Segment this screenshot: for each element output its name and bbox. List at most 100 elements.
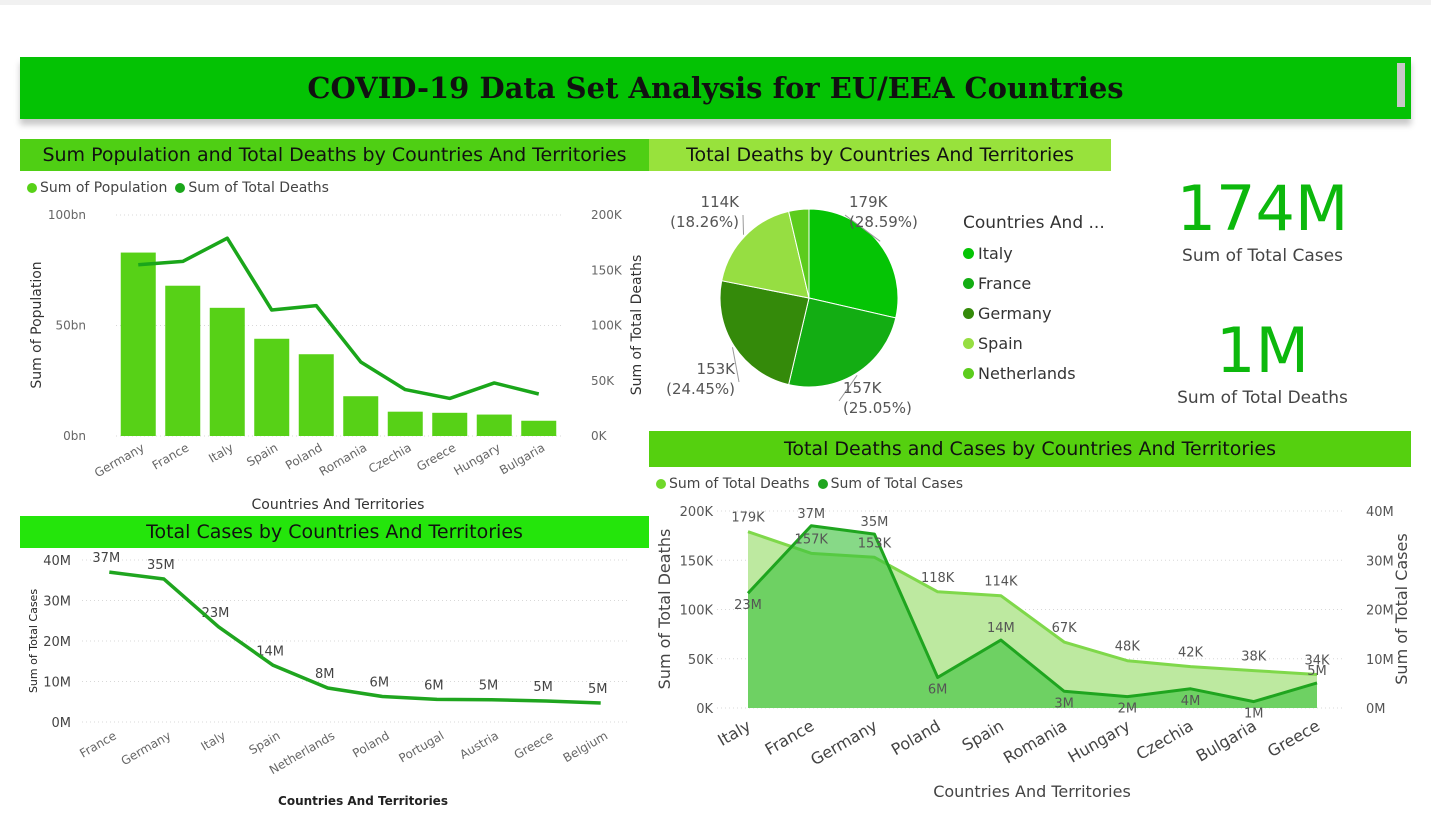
y-axis-title: Sum of Population [29, 261, 45, 388]
pie-legend-title: Countries And ... [963, 213, 1105, 233]
legend-label: Spain [978, 333, 1023, 353]
deaths-data-label: 48K [1115, 640, 1141, 655]
kpi-total-deaths-value: 1M [1216, 314, 1309, 387]
pie-slice [808, 208, 899, 319]
y-axis-title: Sum of Total Cases [27, 589, 40, 693]
x-tick-label: Romania [1000, 716, 1070, 767]
legend-dot [175, 183, 186, 193]
legend-label: Sum of Total Deaths [188, 180, 329, 196]
y-axis-title: Sum of Total Deaths [655, 529, 674, 690]
cases-data-label: 23M [734, 598, 762, 613]
pie-slice [788, 297, 897, 388]
x-tick-label: Germany [92, 440, 147, 480]
kpi-total-cases: 174M Sum of Total Cases [1150, 172, 1375, 267]
legend-deaths-cases: Sum of Total Deaths Sum of Total Cases [656, 476, 963, 492]
cases-data-label: 14M [987, 621, 1015, 636]
deaths-data-label: 153K [858, 536, 892, 551]
cases-data-label: 3M [1054, 696, 1074, 711]
population-deaths-chart[interactable]: 0bn 50bn 100bn 0K 50K 100K 150K 200K Germany Fran… [20, 200, 649, 518]
legend-dot [963, 307, 974, 319]
x-tick-label: Bulgaria [1193, 716, 1260, 766]
pie-value-label: 114K [701, 193, 741, 211]
population-bar [120, 252, 156, 436]
x-axis-title: Countries And Territories [278, 794, 448, 808]
cases-data-label: 35M [861, 515, 889, 530]
x-tick-label: France [77, 728, 119, 760]
x-tick-label: Czechia [1133, 716, 1197, 764]
cases-data-label: 4M [1181, 694, 1201, 709]
x-tick-label: Spain [244, 440, 280, 469]
y-tick-label: 150K [680, 554, 714, 569]
pie-value-label: 153K [697, 360, 737, 378]
legend-label: Sum of Total Cases [830, 476, 964, 492]
legend-item-total-deaths[interactable]: Sum of Total Deaths [656, 476, 810, 492]
deaths-data-label: 118K [921, 571, 955, 586]
pie-value-label: 179K [849, 193, 889, 211]
legend-label: Germany [978, 303, 1052, 323]
legend-dot [963, 337, 974, 349]
cases-line [109, 570, 601, 705]
legend-dot [817, 479, 828, 489]
y2-tick-label: 0M [1366, 702, 1386, 717]
chart-title-deaths-cases: Total Deaths and Cases by Countries And … [649, 431, 1411, 467]
data-label: 14M [256, 644, 284, 659]
x-tick-label: Hungary [451, 440, 502, 478]
chart-title-deaths-pie: Total Deaths by Countries And Territorie… [649, 139, 1111, 171]
pie-legend-item-germany[interactable]: Germany [963, 298, 1105, 328]
x-tick-label: Greece [512, 728, 556, 761]
y-tick-label: 40M [43, 554, 71, 569]
legend-label: Sum of Total Deaths [669, 476, 810, 492]
x-tick-label: Portugal [396, 728, 446, 765]
y-tick-label: 200K [680, 505, 714, 520]
population-bar [343, 396, 379, 436]
pie-slice [788, 208, 810, 299]
legend-label: Netherlands [978, 363, 1076, 383]
legend-item-total-cases[interactable]: Sum of Total Cases [817, 476, 964, 492]
kpi-total-cases-value: 174M [1176, 172, 1349, 245]
pie-leader-line [731, 347, 740, 383]
cases-data-label: 6M [928, 682, 948, 697]
pie-legend-item-spain[interactable]: Spain [963, 328, 1105, 358]
deaths-cases-chart[interactable]: 0K 50K 100K 150K 200K 0M 10M 20M 30M 40M 179K 23M It… [649, 496, 1431, 813]
deaths-pie-chart[interactable]: 179K (28.59%) 157K (25.05%) 153K (24.45%) 114K… [649, 172, 959, 430]
population-bar [387, 411, 423, 436]
x-tick-label: Greece [1264, 716, 1323, 761]
pie-slice [721, 210, 810, 299]
header-banner: COVID-19 Data Set Analysis for EU/EEA Co… [20, 57, 1411, 119]
legend-dot [963, 247, 974, 259]
kpi-total-deaths-label: Sum of Total Deaths [1177, 388, 1348, 408]
deaths-data-label: 42K [1178, 646, 1204, 661]
x-tick-label: France [150, 440, 192, 472]
pie-legend-item-france[interactable]: France [963, 268, 1105, 298]
pie-legend-item-italy[interactable]: Italy [963, 238, 1105, 268]
legend-item-population[interactable]: Sum of Population [27, 180, 167, 196]
total-cases-chart[interactable]: 0M 10M 20M 30M 40M 37M France 35M Germany 23M Ital… [20, 548, 649, 813]
data-label: 6M [370, 675, 390, 690]
legend-label: France [978, 273, 1032, 293]
x-tick-label: Czechia [366, 440, 414, 476]
cases-line [746, 524, 1318, 704]
deaths-data-label: 34K [1304, 654, 1330, 669]
population-bar [165, 285, 201, 436]
legend-label: Sum of Population [40, 180, 168, 196]
pie-leader-line [844, 214, 881, 242]
x-tick-label: Bulgaria [497, 440, 547, 477]
cases-data-label: 2M [1118, 702, 1138, 717]
pie-leader-line [742, 214, 745, 235]
x-tick-label: Germany [807, 716, 880, 769]
kpi-total-cases-label: Sum of Total Cases [1182, 246, 1343, 266]
scrollbar-thumb[interactable] [1397, 63, 1405, 107]
x-tick-label: Italy [714, 716, 754, 750]
pie-legend-item-netherlands[interactable]: Netherlands [963, 358, 1105, 388]
y-tick-label: 100K [680, 604, 714, 619]
page-title: COVID-19 Data Set Analysis for EU/EEA Co… [307, 71, 1124, 105]
kpi-total-deaths: 1M Sum of Total Deaths [1150, 314, 1375, 409]
y2-tick-label: 150K [591, 263, 623, 277]
y2-tick-label: 0K [591, 429, 608, 443]
deaths-data-label: 157K [795, 532, 829, 547]
x-tick-label: Belgium [561, 728, 611, 765]
legend-item-deaths[interactable]: Sum of Total Deaths [175, 180, 329, 196]
y2-tick-label: 50K [591, 374, 615, 388]
data-label: 23M [202, 606, 230, 621]
x-axis-title: Countries And Territories [933, 782, 1131, 801]
